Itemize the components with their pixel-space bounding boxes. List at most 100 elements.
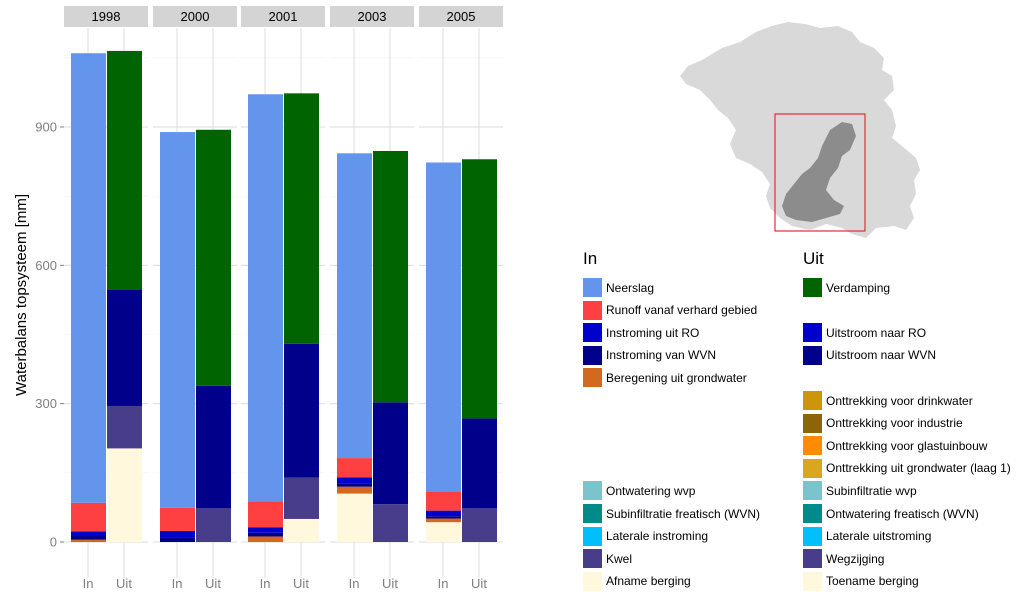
bar-segment-wegzijging [284,477,319,519]
legend-item-subinfiltratie-freatisch-wvn-: Subinfiltratie freatisch (WVN) [583,503,760,524]
facet-strip [330,6,414,27]
legend-label: Ontwatering wvp [606,483,696,498]
legend-swatch [583,278,602,297]
legend-label: Ontwatering freatisch (WVN) [826,506,979,521]
legend-item-onttrekking-uit-grondwater-laag-1-: Onttrekking uit grondwater (laag 1) [803,458,1011,479]
bar-segment-instroming-van-wvn [71,536,106,540]
y-tick-label: 600 [35,258,57,273]
x-tick-label: In [349,576,360,588]
facet-panel-2000: 2000 In Uit [153,6,237,588]
legend-item-wegzijging: Wegzijging [803,548,884,569]
facet-label: 2005 [447,9,476,24]
legend-label: Laterale uitstroming [826,529,932,544]
facet-strip [241,6,325,27]
facet-panel-2003: 2003 In Uit [330,6,414,588]
x-tick-label: Uit [205,576,221,588]
legend-swatch [803,278,822,297]
legend-swatch [803,391,822,410]
bar-segment-uitstroom-naar-wvn [284,343,319,478]
legend-swatch [583,345,602,365]
legend-title-in: In [583,249,598,268]
bar-segment-runoff-vanaf-verhard-gebied [248,501,283,528]
legend-label: Onttrekking voor glastuinbouw [826,438,988,453]
legend-item-afname-berging: Afname berging [583,571,691,592]
bar-segment-runoff-vanaf-verhard-gebied [160,507,195,531]
legend-item-onttrekking-voor-industrie: Onttrekking voor industrie [803,413,963,434]
facet-panel-1998: 1998 In Uit [64,6,148,588]
bar-segment-wegzijging [196,508,231,542]
area-of-interest [782,122,856,222]
legend-label: Subinfiltratie freatisch (WVN) [606,506,761,521]
y-axis: 0 300 600 900 [35,120,64,550]
bar-segment-runoff-vanaf-verhard-gebied [337,458,372,478]
legend-label: Uitstroom naar RO [826,325,927,340]
legend-label: Runoff vanaf verhard gebied [606,303,758,318]
y-tick-label: 0 [50,535,57,550]
facet-label: 1998 [92,9,121,24]
legend-swatch [583,300,602,320]
legend-label: Subinfiltratie wvp [826,483,917,498]
facet-panel-2005: 2005 In Uit [419,6,503,588]
legend-item-uitstroom-naar-wvn: Uitstroom naar WVN [803,345,936,366]
legend-label: Verdamping [826,280,891,295]
facet-strip [419,6,503,27]
bar-segment-instroming-van-wvn [337,483,372,487]
legend-item-kwel: Kwel [583,548,632,569]
facet-strip [64,6,148,27]
legend-swatch [583,549,602,569]
legend-swatch [803,436,822,456]
region-outline [680,22,920,238]
legend-swatch [803,481,822,501]
y-tick-label: 300 [35,396,57,411]
legend-item-ontwatering-freatisch-wvn-: Ontwatering freatisch (WVN) [803,503,979,524]
legend-item-subinfiltratie-wvp: Subinfiltratie wvp [803,480,917,501]
x-tick-label: In [83,576,94,588]
y-tick-label: 900 [35,120,57,135]
bar-segment-wegzijging [373,504,408,542]
legend-label: Beregening uit grondwater [606,370,747,385]
x-tick-label: Uit [382,576,398,588]
legend-label: Onttrekking voor industrie [826,416,963,431]
x-tick-label: In [260,576,271,588]
bar-segment-afname-berging [426,522,461,542]
legend-swatch [803,458,822,478]
legend-swatch [583,323,602,343]
zoom-frame [774,113,866,232]
bar-segment-instroming-van-wvn [248,532,283,537]
legend-item-instroming-van-wvn: Instroming van WVN [583,345,716,366]
legend-swatch [583,368,602,388]
bar-segment-neerslag [426,162,461,492]
legend-swatch [803,571,822,591]
bar-segment-beregening-uit-grondwater [248,536,283,542]
bar-segment-wegzijging [107,405,142,449]
legend-item-verdamping: Verdamping [803,277,890,298]
legend-label: Wegzijging [826,551,885,566]
legend-label: Laterale instroming [606,529,709,544]
legend-swatch [583,571,602,591]
bar-segment-wegzijging [462,508,497,542]
bar-segment-instroming-van-wvn [426,516,461,519]
legend-item-ontwatering-wvp: Ontwatering wvp [583,480,695,501]
bar-segment-verdamping [284,93,319,344]
legend-item-neerslag: Neerslag [583,277,654,298]
x-tick-label: Uit [116,576,132,588]
legend-swatch [803,323,822,343]
legend-item-uitstroom-naar-ro: Uitstroom naar RO [803,322,926,343]
facet-label: 2001 [269,9,298,24]
legend-swatch [803,345,822,365]
y-axis-label: Waterbalans topsysteem [mm] [13,194,30,396]
bar-segment-instroming-uit-ro [71,531,106,537]
legend-item-toename-berging: Toename berging [803,571,919,592]
bar-segment-verdamping [196,129,231,386]
bar-segment-uitstroom-naar-wvn [462,418,497,509]
x-tick-label: Uit [471,576,487,588]
x-tick-label: Uit [293,576,309,588]
bar-segment-beregening-uit-grondwater [426,518,461,523]
legend-title-uit: Uit [803,249,824,268]
bar-segment-instroming-uit-ro [426,510,461,517]
legend-item-instroming-uit-ro: Instroming uit RO [583,322,699,343]
legend-item-laterale-instroming: Laterale instroming [583,526,708,547]
legend-swatch [803,413,822,433]
bar-segment-uitstroom-naar-wvn [196,385,231,509]
bar-segment-runoff-vanaf-verhard-gebied [426,491,461,511]
